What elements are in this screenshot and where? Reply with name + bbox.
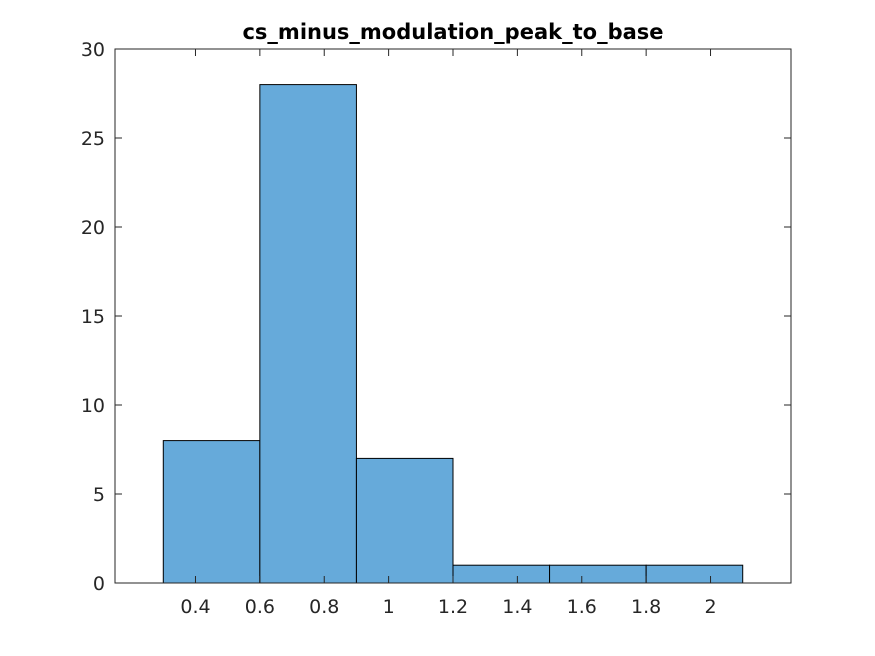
chart-title: cs_minus_modulation_peak_to_base (242, 20, 663, 44)
histogram-bar (259, 84, 357, 584)
x-tick-label: 1 (383, 596, 395, 618)
histogram-bar (355, 457, 454, 584)
y-axis: 0 5 10 15 20 25 30 (81, 39, 791, 595)
bars-group (162, 84, 744, 584)
y-tick-label: 15 (81, 306, 105, 328)
histogram-bar (549, 564, 647, 584)
y-tick-label: 25 (81, 128, 105, 150)
y-tick-label: 0 (93, 573, 105, 595)
histogram-bar (162, 440, 261, 584)
y-tick-label: 5 (93, 484, 105, 506)
x-tick-label: 1.2 (438, 596, 468, 618)
histogram-bar (452, 564, 551, 584)
x-tick-label: 2 (704, 596, 716, 618)
y-tick-label: 10 (81, 395, 105, 417)
x-tick-label: 1.6 (567, 596, 597, 618)
x-tick-label: 1.8 (631, 596, 661, 618)
x-axis: 0.4 0.6 0.8 1 1.2 1.4 1.6 1.8 2 (180, 49, 717, 618)
y-tick-label: 30 (81, 39, 105, 61)
x-tick-label: 0.8 (309, 596, 339, 618)
x-tick-label: 0.4 (180, 596, 210, 618)
x-tick-label: 0.6 (245, 596, 275, 618)
histogram-bar (645, 564, 744, 584)
y-tick-label: 20 (81, 217, 105, 239)
x-tick-label: 1.4 (502, 596, 532, 618)
